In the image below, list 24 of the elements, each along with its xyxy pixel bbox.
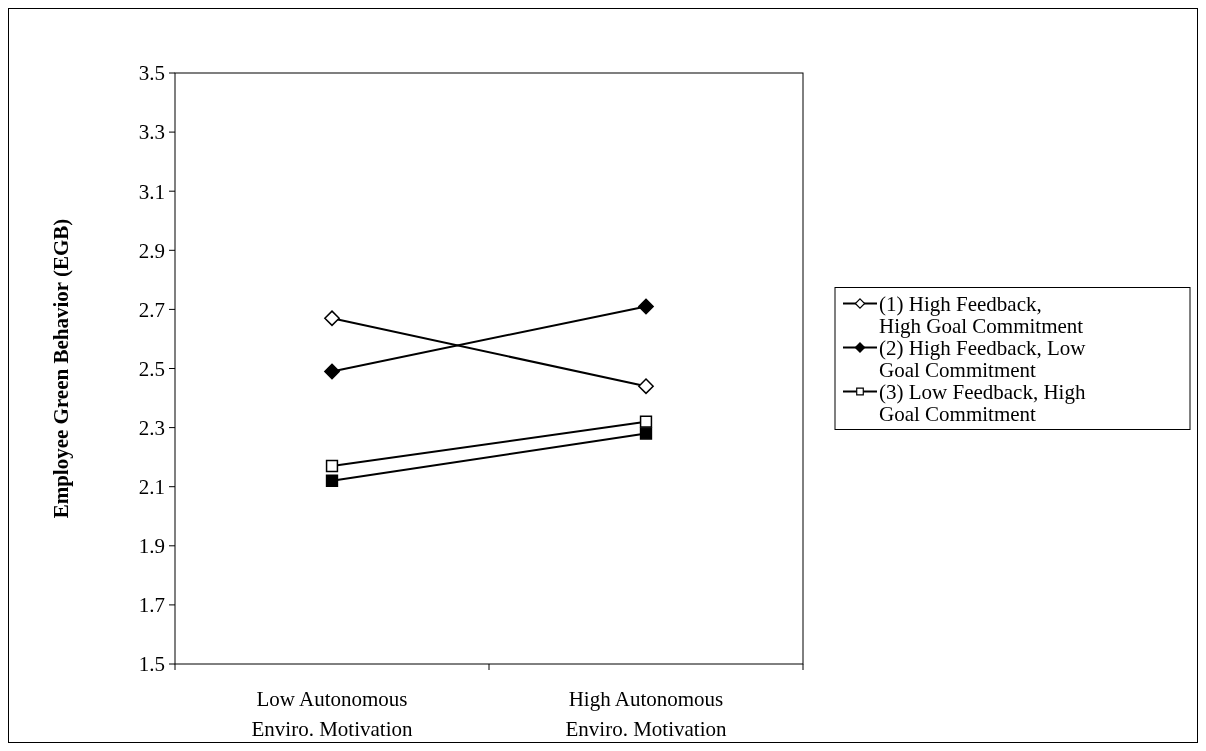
y-tick-label: 2.7 <box>138 297 165 322</box>
y-tick-label: 1.9 <box>138 534 165 559</box>
y-tick-label: 3.1 <box>138 179 165 204</box>
point <box>325 474 339 487</box>
x-tick-label: High Autonomous Enviro. Motivation <box>565 687 727 741</box>
point <box>325 459 339 473</box>
legend-label: (1) High Feedback, High Goal Commitment <box>879 291 1084 338</box>
y-tick-label: 2.5 <box>138 356 165 381</box>
y-tick-label: 2.1 <box>138 475 165 500</box>
point <box>638 378 654 395</box>
y-tick-label: 2.9 <box>138 238 165 263</box>
point <box>639 415 653 428</box>
point <box>638 298 654 315</box>
y-axis-title: Employee Green Behavior (EGB) <box>49 218 73 519</box>
point <box>639 427 653 440</box>
x-tick-label: Low Autonomous Enviro. Motivation <box>251 687 413 741</box>
y-tick-label: 3.3 <box>138 120 165 145</box>
legend-label: (3) Low Feedback, High Goal Commitment <box>879 379 1086 426</box>
y-tick-label: 2.3 <box>138 415 165 440</box>
point <box>324 363 340 380</box>
y-tick-label: 1.5 <box>138 652 165 677</box>
point <box>324 310 340 327</box>
y-tick-label: 3.5 <box>138 61 165 86</box>
y-tick-label: 1.7 <box>138 593 165 618</box>
